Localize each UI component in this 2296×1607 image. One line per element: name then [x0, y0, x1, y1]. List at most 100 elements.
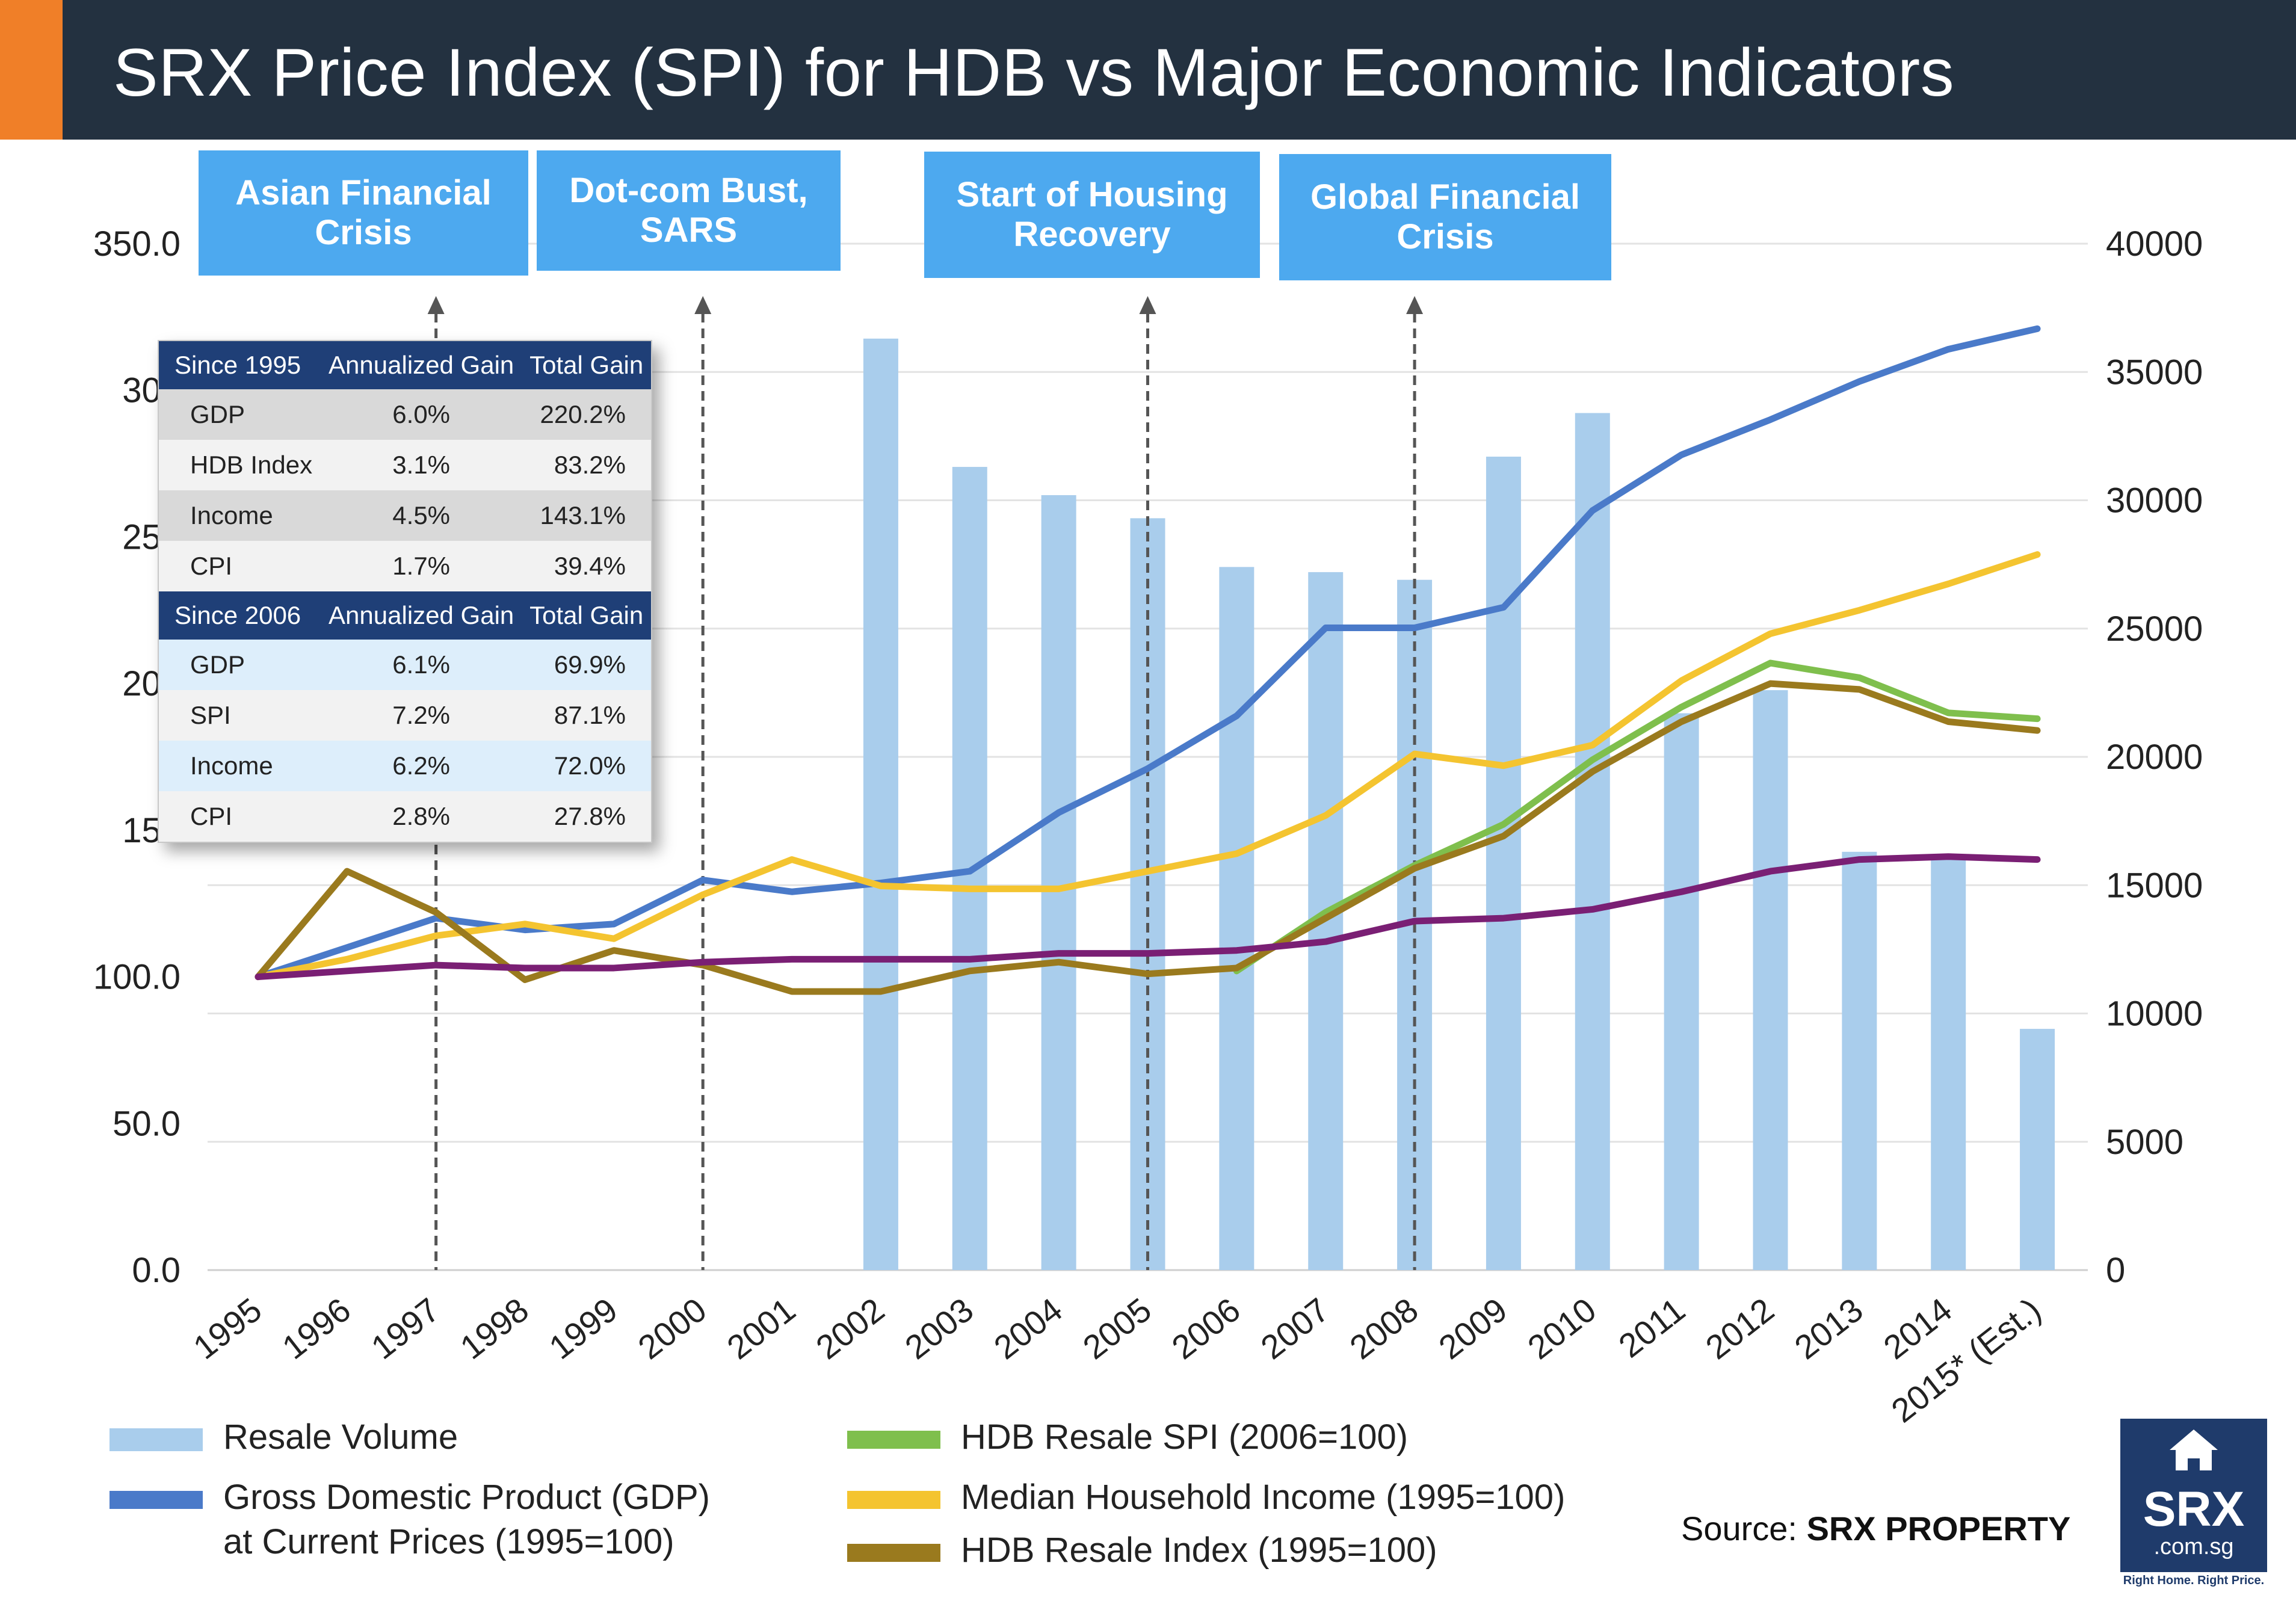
x-axis-tick-label: 2000 — [631, 1291, 714, 1366]
x-axis-tick-label: 1995 — [186, 1291, 268, 1366]
line-series-2 — [1233, 659, 2041, 975]
stats-cell: HDB Index — [159, 440, 321, 490]
page-title: SRX Price Index (SPI) for HDB vs Major E… — [113, 35, 1955, 110]
legend-swatch — [110, 1428, 203, 1451]
event-marker-arrow — [1406, 296, 1424, 314]
bar-resale-volume — [1041, 495, 1076, 1270]
right-axis-tick-label: 35000 — [2106, 353, 2203, 392]
stats-cell: Income — [159, 490, 321, 541]
bar-resale-volume — [1753, 690, 1788, 1270]
stats-cell: 83.2% — [522, 440, 651, 490]
source-prefix: Source: — [1681, 1510, 1797, 1547]
legend-swatch — [847, 1544, 940, 1562]
right-axis-tick-label: 20000 — [2106, 738, 2203, 777]
event-box-global-financial-crisis: Global Financial Crisis — [1279, 154, 1611, 280]
right-axis-tick-label: 40000 — [2106, 224, 2203, 264]
x-axis-tick-label: 2008 — [1343, 1291, 1425, 1366]
right-axis-tick-label: 30000 — [2106, 481, 2203, 520]
stats-cell: 220.2% — [522, 389, 651, 440]
x-axis-tick-label: 2012 — [1699, 1291, 1781, 1366]
stats-table: Since 1995 Annualized Gain Total Gain GD… — [158, 340, 652, 843]
bar-resale-volume — [1842, 851, 1877, 1270]
source-note: Source: SRX PROPERTY — [1681, 1509, 2070, 1548]
legend-item-median-household-income: Median Household Income (1995=100) — [847, 1475, 1565, 1520]
bar-resale-volume — [1486, 456, 1521, 1270]
stats-cell: 27.8% — [522, 791, 651, 842]
event-box-housing-recovery: Start of Housing Recovery — [924, 152, 1260, 278]
right-axis-tick-label: 15000 — [2106, 866, 2203, 905]
bar-resale-volume — [1664, 713, 1699, 1270]
srx-logo: SRX .com.sg — [2120, 1419, 2267, 1572]
stats-cell: 4.5% — [320, 490, 522, 541]
bar-resale-volume — [1931, 854, 1966, 1270]
right-axis-tick-label: 0 — [2106, 1251, 2125, 1290]
x-axis-tick-label: 2010 — [1520, 1291, 1603, 1366]
stats-row: HDB Index 3.1% 83.2% — [159, 440, 651, 490]
legend-swatch — [110, 1491, 203, 1509]
legend-label: HDB Resale SPI (2006=100) — [961, 1417, 1409, 1457]
bar-resale-volume — [2020, 1029, 2055, 1270]
stats-cell: 6.1% — [320, 640, 522, 690]
x-axis-tick-label: 2004 — [987, 1291, 1069, 1366]
right-axis-tick-label: 10000 — [2106, 995, 2203, 1034]
stats-cell: GDP — [159, 640, 321, 690]
bar-series-resale-volume — [863, 338, 2055, 1271]
stats-row: Income 4.5% 143.1% — [159, 490, 651, 541]
stats-cell: 87.1% — [522, 690, 651, 741]
stats-row: CPI 1.7% 39.4% — [159, 541, 651, 591]
stats-cell: 39.4% — [522, 541, 651, 591]
stats-row: GDP 6.1% 69.9% — [159, 640, 651, 690]
stats-cell: 6.2% — [320, 741, 522, 791]
x-axis-tick-label: 2006 — [1165, 1291, 1247, 1366]
logo-tagline: Right Home. Right Price. — [2123, 1574, 2265, 1587]
right-axis-tick-label: 5000 — [2106, 1123, 2183, 1162]
stats-row: SPI 7.2% 87.1% — [159, 690, 651, 741]
x-axis-tick-label: 1996 — [275, 1291, 357, 1366]
stats-header-row: Since 2006 Annualized Gain Total Gain — [159, 591, 651, 640]
stats-cell: 143.1% — [522, 490, 651, 541]
x-axis-tick-label: 2003 — [898, 1291, 980, 1366]
legend-swatch — [847, 1491, 940, 1509]
stats-cell: 6.0% — [320, 389, 522, 440]
stats-header: Since 2006 — [159, 591, 321, 640]
legend-item-gdp: Gross Domestic Product (GDP) at Current … — [110, 1475, 710, 1564]
legend-label: Median Household Income (1995=100) — [961, 1478, 1566, 1517]
left-axis-tick-label: 0.0 — [132, 1251, 181, 1290]
stats-header: Annualized Gain — [320, 591, 522, 640]
stats-header: Since 1995 — [159, 341, 321, 389]
line-series-4 — [255, 853, 2041, 981]
x-axis-tick-label: 1997 — [364, 1291, 446, 1366]
stats-header: Total Gain — [522, 591, 651, 640]
stats-cell: 2.8% — [320, 791, 522, 842]
source-name: SRX PROPERTY — [1806, 1510, 2071, 1547]
right-axis-tick-label: 25000 — [2106, 609, 2203, 649]
stats-cell: 7.2% — [320, 690, 522, 741]
stats-cell: SPI — [159, 690, 321, 741]
x-axis-tick-label: 1998 — [453, 1291, 535, 1366]
x-axis-tick-label: 2011 — [1611, 1291, 1692, 1365]
stats-row: Income 6.2% 72.0% — [159, 741, 651, 791]
left-axis-tick-label: 50.0 — [113, 1104, 181, 1143]
stats-cell: 3.1% — [320, 440, 522, 490]
x-axis-tick-label: 2002 — [809, 1291, 891, 1366]
x-axis-ticks: 1995 1996 1997 1998 1999 2000 2001 2002 2003 2004… — [186, 1291, 2048, 1430]
line-series-1 — [255, 551, 2041, 981]
stats-cell: Income — [159, 741, 321, 791]
legend-label: Gross Domestic Product (GDP) at Current … — [223, 1478, 710, 1561]
event-box-asian-financial-crisis: Asian Financial Crisis — [199, 150, 528, 276]
event-marker-arrow — [1139, 296, 1156, 314]
logo-domain: .com.sg — [2153, 1534, 2234, 1559]
stats-cell: 72.0% — [522, 741, 651, 791]
stats-cell: 69.9% — [522, 640, 651, 690]
x-axis-tick-label: 2005 — [1076, 1291, 1158, 1366]
legend-item-hdb-resale-index: HDB Resale Index (1995=100) — [847, 1528, 1437, 1573]
stats-header-row: Since 1995 Annualized Gain Total Gain — [159, 341, 651, 389]
event-marker-arrow — [694, 296, 712, 314]
stats-cell: CPI — [159, 541, 321, 591]
header-accent — [0, 0, 63, 140]
legend-label: HDB Resale Index (1995=100) — [961, 1531, 1437, 1570]
stats-header: Annualized Gain — [320, 341, 522, 389]
event-box-dotcom-sars: Dot-com Bust, SARS — [537, 150, 841, 271]
house-icon — [2170, 1430, 2218, 1470]
stats-cell: CPI — [159, 791, 321, 842]
